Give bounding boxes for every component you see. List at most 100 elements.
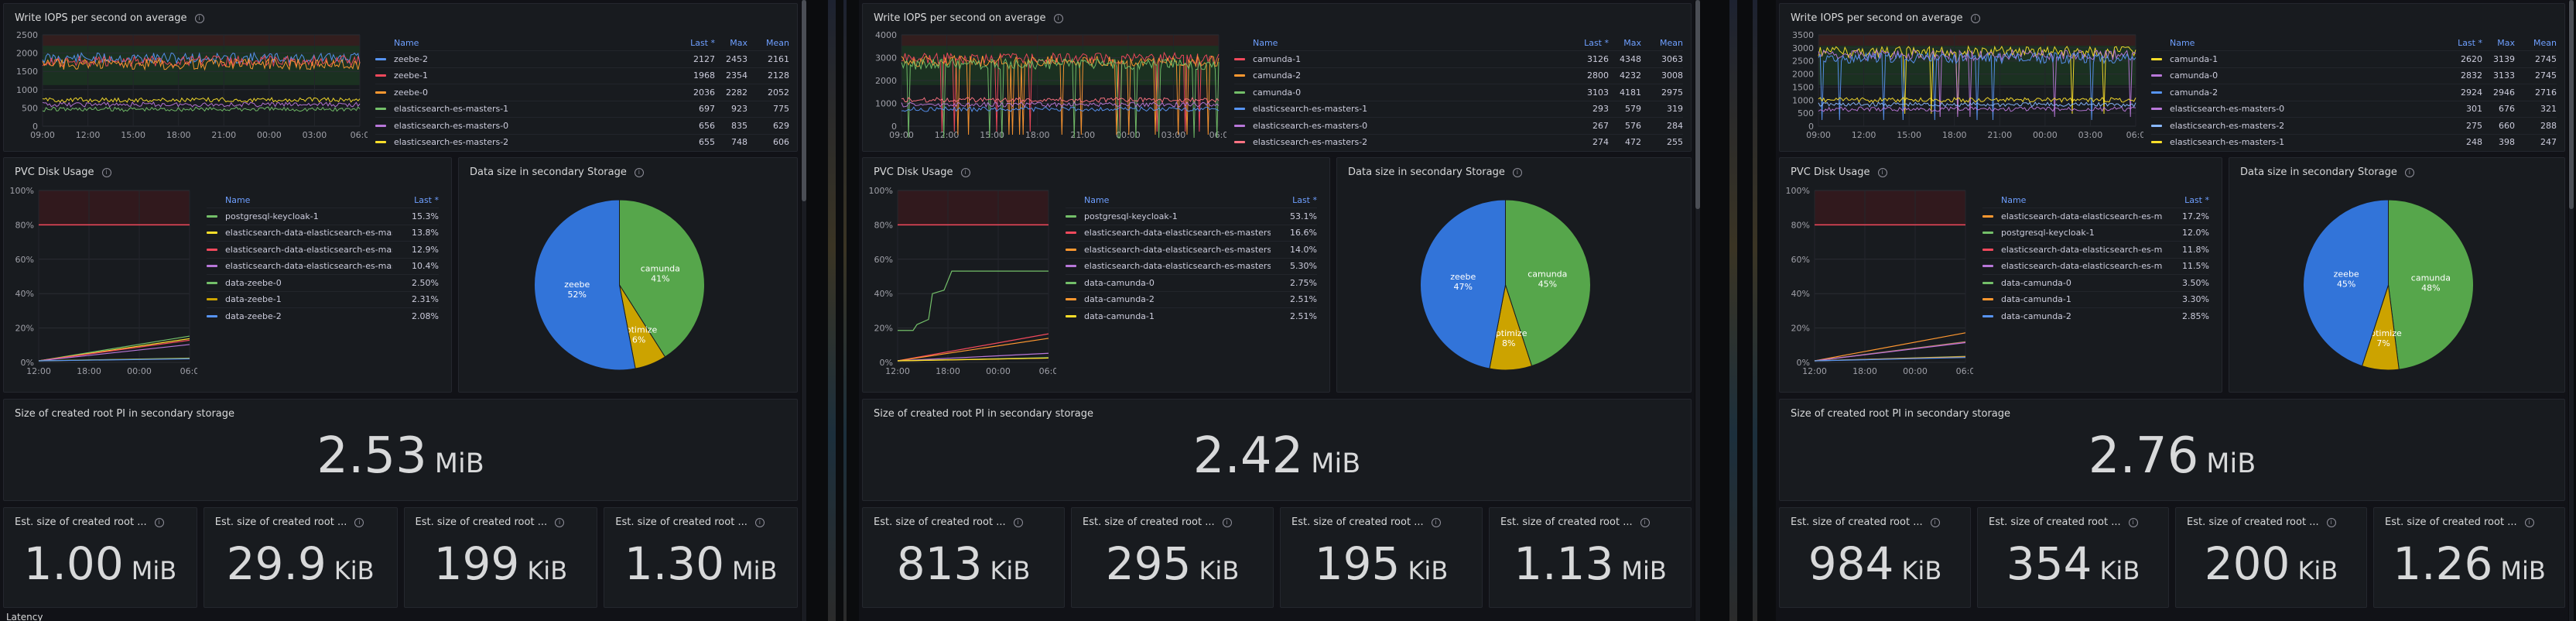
column-header-name[interactable]: Name <box>2170 37 2195 48</box>
root-pi-size-panel: Size of created root PI in secondary sto… <box>3 399 798 501</box>
slice-label: optimize <box>2365 328 2402 338</box>
legend-row[interactable]: camunda-1 3126 4348 3063 <box>1234 50 1683 67</box>
info-icon[interactable]: i <box>354 518 364 527</box>
info-icon[interactable]: i <box>1877 168 1887 177</box>
scrollbar[interactable] <box>1695 0 1700 621</box>
column-header-name[interactable]: Name <box>225 194 251 205</box>
legend-row[interactable]: data-camunda-2 2.85% <box>1982 307 2209 324</box>
column-header-name[interactable]: Name <box>394 37 419 48</box>
scrollbar[interactable] <box>2569 0 2574 621</box>
legend-row[interactable]: elasticsearch-data-elasticsearch-es-mast… <box>1982 257 2209 275</box>
info-icon[interactable]: i <box>1640 518 1650 527</box>
series-line <box>1814 341 1966 362</box>
info-icon[interactable]: i <box>634 168 644 177</box>
column-header[interactable]: Last * <box>690 37 715 48</box>
legend-row[interactable]: data-zeebe-1 2.31% <box>207 290 439 308</box>
column-header[interactable]: Mean <box>2533 37 2557 48</box>
legend-row[interactable]: elasticsearch-data-elasticsearch-es-mast… <box>1982 241 2209 258</box>
legend-row[interactable]: data-zeebe-2 2.08% <box>207 307 439 324</box>
column-header[interactable]: Last * <box>2458 37 2482 48</box>
info-icon[interactable]: i <box>1930 518 1940 527</box>
legend-row[interactable]: data-camunda-2 2.51% <box>1066 290 1317 308</box>
legend-row[interactable]: data-camunda-0 3.50% <box>1982 274 2209 291</box>
panel-title: Est. size of created root ... i <box>2187 516 2336 528</box>
column-header-name[interactable]: Name <box>1253 37 1278 48</box>
legend-row[interactable]: postgresql-keycloak-1 53.1% <box>1066 208 1317 225</box>
column-header[interactable]: Max <box>1623 37 1641 48</box>
info-icon[interactable]: i <box>1222 518 1232 527</box>
column-header[interactable]: Max <box>730 37 747 48</box>
legend-row[interactable]: zeebe-1 1968 2354 2128 <box>375 67 789 84</box>
legend-row[interactable]: elasticsearch-data-elasticsearch-es-mast… <box>207 257 439 275</box>
panel-title: Size of created root PI in secondary sto… <box>874 408 1093 420</box>
legend-row[interactable]: elasticsearch-data-elasticsearch-es-mast… <box>1066 257 1317 275</box>
legend-row[interactable]: elasticsearch-es-masters-1 697 923 775 <box>375 100 789 118</box>
series-last: 2.50% <box>412 277 439 288</box>
info-icon[interactable]: i <box>2326 518 2336 527</box>
series-last: 11.5% <box>2182 261 2209 272</box>
legend-row[interactable]: elasticsearch-data-elasticsearch-es-mast… <box>1066 224 1317 242</box>
column-header[interactable]: Last * <box>1584 37 1609 48</box>
legend-row[interactable]: data-camunda-1 3.30% <box>1982 290 2209 308</box>
legend-row[interactable]: elasticsearch-es-masters-1 293 579 319 <box>1234 100 1683 118</box>
info-icon[interactable]: i <box>1013 518 1023 527</box>
panel-title: Data size in secondary Storage i <box>470 166 644 178</box>
est-size-panel: Est. size of created root ... i 200 KiB <box>2175 507 2367 608</box>
info-icon[interactable]: i <box>1053 14 1063 23</box>
series-max: 4348 <box>1620 53 1641 64</box>
legend-row[interactable]: camunda-0 3103 4181 2975 <box>1234 84 1683 101</box>
series-line <box>38 339 190 362</box>
info-icon[interactable]: i <box>960 168 970 177</box>
legend-row[interactable]: elasticsearch-es-masters-2 275 660 288 <box>2151 117 2557 134</box>
info-icon[interactable]: i <box>2128 518 2138 527</box>
column-header[interactable]: Mean <box>766 37 789 48</box>
legend-row[interactable]: elasticsearch-es-masters-2 655 748 606 <box>375 133 789 151</box>
column-header[interactable]: Last * <box>2184 194 2209 205</box>
legend-row[interactable]: elasticsearch-data-elasticsearch-es-mast… <box>207 224 439 242</box>
info-icon[interactable]: i <box>154 518 164 527</box>
info-icon[interactable]: i <box>194 14 204 23</box>
legend-row[interactable]: elasticsearch-data-elasticsearch-es-mast… <box>1982 208 2209 225</box>
legend-row[interactable]: data-zeebe-0 2.50% <box>207 274 439 291</box>
pie-slice <box>619 199 705 358</box>
info-icon[interactable]: i <box>2404 168 2414 177</box>
series-mean: 2161 <box>768 53 789 64</box>
series-mean: 629 <box>773 120 789 131</box>
legend-row[interactable]: elasticsearch-data-elasticsearch-es-mast… <box>1066 241 1317 258</box>
info-icon[interactable]: i <box>101 168 111 177</box>
legend-row[interactable]: camunda-0 2832 3133 2745 <box>2151 67 2557 84</box>
info-icon[interactable]: i <box>2524 518 2534 527</box>
legend-row[interactable]: postgresql-keycloak-1 12.0% <box>1982 224 2209 242</box>
series-name: data-zeebe-0 <box>225 277 282 288</box>
legend-row[interactable]: camunda-2 2924 2946 2716 <box>2151 84 2557 101</box>
info-icon[interactable]: i <box>555 518 565 527</box>
column-header[interactable]: Mean <box>1660 37 1683 48</box>
legend-row[interactable]: elasticsearch-es-masters-2 274 472 255 <box>1234 133 1683 151</box>
scrollbar[interactable] <box>802 0 806 621</box>
info-icon[interactable]: i <box>1512 168 1522 177</box>
column-header[interactable]: Max <box>2497 37 2515 48</box>
row-title-latency[interactable]: Latency <box>6 612 43 621</box>
column-header-name[interactable]: Name <box>1084 194 1110 205</box>
legend-row[interactable]: data-camunda-0 2.75% <box>1066 274 1317 291</box>
legend-row[interactable]: zeebe-2 2127 2453 2161 <box>375 50 789 67</box>
est-size-panel: Est. size of created root ... i 29.9 KiB <box>203 507 398 608</box>
legend-row[interactable]: elasticsearch-es-masters-0 301 676 321 <box>2151 100 2557 118</box>
column-header[interactable]: Last * <box>414 194 439 205</box>
column-header[interactable]: Last * <box>1292 194 1317 205</box>
legend-row[interactable]: data-camunda-1 2.51% <box>1066 307 1317 324</box>
stat-value: 29.9 KiB <box>204 537 397 590</box>
info-icon[interactable]: i <box>1431 518 1441 527</box>
column-header-name[interactable]: Name <box>2001 194 2027 205</box>
legend-row[interactable]: elasticsearch-es-masters-0 656 835 629 <box>375 117 789 134</box>
legend-row[interactable]: elasticsearch-es-masters-0 267 576 284 <box>1234 117 1683 134</box>
legend-row[interactable]: elasticsearch-data-elasticsearch-es-mast… <box>207 241 439 258</box>
info-icon[interactable]: i <box>754 518 765 527</box>
legend-row[interactable]: postgresql-keycloak-1 15.3% <box>207 208 439 225</box>
series-name: data-zeebe-1 <box>225 294 282 305</box>
legend-row[interactable]: camunda-1 2620 3139 2745 <box>2151 50 2557 67</box>
info-icon[interactable]: i <box>1970 14 1980 23</box>
legend-row[interactable]: zeebe-0 2036 2282 2052 <box>375 84 789 101</box>
legend-row[interactable]: camunda-2 2800 4232 3008 <box>1234 67 1683 84</box>
legend-row[interactable]: elasticsearch-es-masters-1 248 398 247 <box>2151 133 2557 151</box>
